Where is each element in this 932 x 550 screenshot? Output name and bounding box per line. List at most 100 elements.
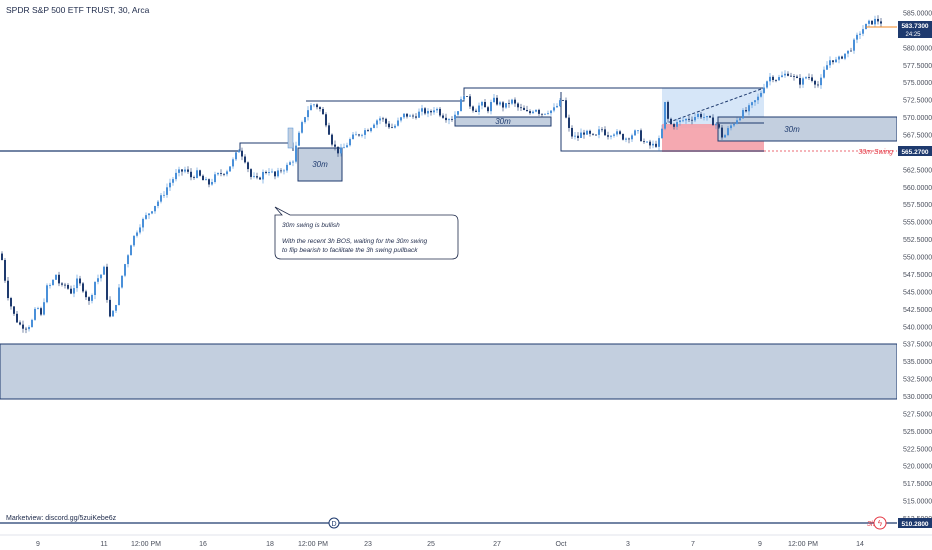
candle-body	[388, 123, 390, 128]
candle-body	[841, 56, 843, 59]
timeline-marker-glyph: D	[331, 521, 336, 528]
candle-body	[418, 111, 420, 118]
candle-body	[106, 266, 108, 300]
candle-body	[697, 113, 699, 118]
candle-body	[550, 110, 552, 114]
candle-body	[481, 101, 483, 106]
candle-body	[574, 135, 576, 137]
marketview-link[interactable]: Marketview: discord.gg/5zuiKebe6z	[6, 515, 117, 522]
candle-body	[580, 132, 582, 138]
time-axis[interactable]	[0, 535, 897, 550]
candle-body	[715, 124, 717, 126]
zone-30m-mid-label: 30m	[495, 117, 511, 126]
candle-body	[325, 114, 327, 126]
candle-body	[877, 18, 879, 22]
candle-body	[295, 145, 297, 162]
candle-body	[727, 128, 729, 136]
candle-body	[307, 110, 309, 118]
candle-body	[217, 173, 219, 175]
candle-body	[511, 99, 513, 104]
candle-body	[322, 109, 324, 115]
candle-body	[439, 108, 441, 116]
candle-body	[589, 130, 591, 134]
candle-body	[91, 295, 93, 301]
candle-body	[571, 127, 573, 137]
candle-body	[223, 173, 225, 175]
bottom-price-value: 510.2800	[901, 521, 928, 528]
candle-body	[427, 110, 429, 114]
candle-body	[262, 171, 264, 180]
candle-body	[685, 118, 687, 121]
candle-body	[577, 135, 579, 138]
candle-body	[787, 73, 789, 76]
candle-body	[127, 255, 129, 265]
candle-body	[496, 97, 498, 105]
time-axis-ticks: 9 11 12:00 PM 16 18 12:00 PM 23 25 27 Oct 3 7 9 12:00…	[36, 541, 864, 548]
candle-body	[331, 134, 333, 145]
last-price-value: 583.7300	[901, 23, 928, 30]
candle-body	[397, 120, 399, 126]
candle-body	[655, 143, 657, 147]
candle-body	[376, 120, 378, 125]
time-tick-label: 12:00 PM	[298, 541, 328, 548]
candle-body	[118, 287, 120, 305]
candle-body	[31, 319, 33, 328]
candle-body	[73, 288, 75, 294]
candle-body	[700, 113, 702, 118]
candle-body	[538, 109, 540, 114]
candle-body	[190, 171, 192, 178]
candle-body	[349, 139, 351, 146]
swing-price-tag	[898, 146, 932, 156]
plot-area[interactable]	[0, 0, 897, 535]
candle-body	[835, 59, 837, 63]
candle-body	[415, 116, 417, 118]
candle-body	[109, 299, 111, 317]
candle-body	[310, 105, 312, 111]
candle-body	[199, 170, 201, 176]
price-axis[interactable]	[897, 0, 932, 535]
candle-body	[526, 110, 528, 112]
candle-body	[22, 324, 24, 329]
candle-body	[487, 107, 489, 112]
bottom-price-tag	[898, 518, 932, 528]
price-tick-label: 577.5000	[903, 63, 932, 70]
candle-body	[277, 170, 279, 177]
price-tick-label: 547.5000	[903, 272, 932, 279]
price-tick-label: 515.0000	[903, 499, 932, 506]
price-tick-label: 557.5000	[903, 202, 932, 209]
candle-body	[640, 130, 642, 142]
candle-body	[469, 96, 471, 107]
time-tick-label: Oct	[556, 541, 567, 548]
candle-body	[214, 174, 216, 183]
price-tick-label: 562.5000	[903, 167, 932, 174]
price-tick-label: 532.5000	[903, 377, 932, 384]
candle-body	[463, 96, 465, 100]
candle-body	[625, 138, 627, 140]
candle-body	[862, 29, 864, 34]
candle-body	[58, 274, 60, 284]
candle-body	[472, 106, 474, 111]
candle-body	[559, 100, 561, 106]
candle-body	[76, 278, 78, 289]
flash-icon[interactable]	[873, 516, 887, 530]
candle-body	[637, 130, 639, 132]
zone-30m-mid	[454, 116, 552, 127]
candle-body	[484, 101, 486, 108]
candle-body	[361, 134, 363, 136]
timeline-marker-icon[interactable]	[328, 517, 340, 529]
candle-body	[592, 133, 594, 135]
candle-body	[82, 283, 84, 292]
candle-body	[169, 182, 171, 188]
candle-body	[94, 281, 96, 296]
price-tick-label: 542.5000	[903, 307, 932, 314]
candle-body	[100, 274, 102, 279]
candle-body	[802, 78, 804, 85]
candle-body	[466, 96, 468, 97]
candle-body	[595, 134, 597, 136]
candle-body	[319, 107, 321, 110]
candle-body	[556, 105, 558, 108]
candle-body	[64, 284, 66, 286]
candle-body	[748, 105, 750, 112]
time-tick-label: 12:00 PM	[131, 541, 161, 548]
